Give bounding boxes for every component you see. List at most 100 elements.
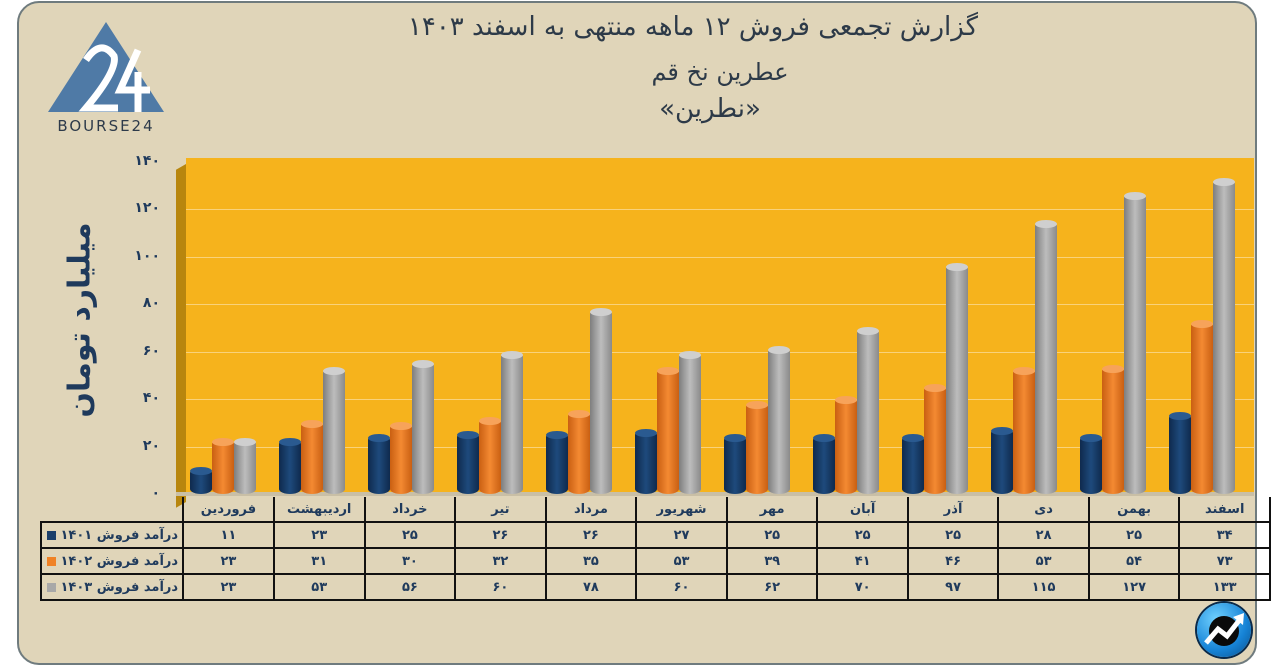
bar-1402 xyxy=(1102,364,1124,494)
month-header: خرداد xyxy=(363,497,457,523)
month-header: آذر xyxy=(906,497,1000,523)
data-table: اسفند بهمن دی آذر آبان مهر شهریور مرداد تیر خرداد… xyxy=(39,497,1271,601)
month-header: فروردین xyxy=(182,497,275,523)
table-cell: ۳۰ xyxy=(363,547,457,575)
bar-1403 xyxy=(501,350,523,494)
table-cell: ۲۶ xyxy=(454,521,547,549)
month-header: مرداد xyxy=(544,497,638,523)
table-cell: ۱۲۷ xyxy=(1087,573,1181,601)
legend-swatch xyxy=(47,556,57,566)
bar-group xyxy=(190,164,279,494)
table-corner xyxy=(41,497,183,522)
bar-1403 xyxy=(590,308,612,494)
gridline xyxy=(186,209,1254,211)
month-header: بهمن xyxy=(1087,497,1181,523)
table-cell: ۱۱۵ xyxy=(997,573,1090,601)
bar-1403 xyxy=(679,350,701,494)
gridline xyxy=(186,351,1254,353)
bar-1403 xyxy=(946,262,968,494)
table-cell: ۵۳ xyxy=(272,573,366,601)
table-cell: ۵۳ xyxy=(635,547,728,575)
bar-1401 xyxy=(635,428,657,494)
bar-1402 xyxy=(301,419,323,494)
bar-group xyxy=(457,164,546,494)
bar-1401 xyxy=(190,466,212,494)
plot-area xyxy=(176,158,1254,508)
bar-1402 xyxy=(390,421,412,494)
y-tick: ۸۰ xyxy=(142,295,160,312)
table-row: ۱۳۳ ۱۲۷ ۱۱۵ ۹۷ ۷۰ ۶۲ ۶۰ ۷۸ ۶۰ ۵۶ ۵۳ ۲۳ درآمد فروش ۱۴… xyxy=(39,573,1271,601)
gridline xyxy=(186,304,1254,306)
table-cell: ۵۶ xyxy=(363,573,457,601)
table-cell: ۹۷ xyxy=(906,573,1000,601)
chart-side-wall xyxy=(176,164,186,508)
bar-group xyxy=(724,164,813,494)
month-header: اسفند xyxy=(1178,497,1271,523)
title-line2: عطرین نخ قم xyxy=(651,58,789,86)
bar-1402 xyxy=(746,400,768,494)
bar-1401 xyxy=(813,433,835,494)
table-cell: ۵۳ xyxy=(997,547,1090,575)
bar-group xyxy=(1169,164,1258,494)
legend-swatch xyxy=(47,582,57,592)
table-cell: ۶۲ xyxy=(725,573,819,601)
gridline xyxy=(186,446,1254,448)
bar-1401 xyxy=(546,431,568,494)
table-cell: ۲۳ xyxy=(272,521,366,549)
bar-1401 xyxy=(279,438,301,494)
y-tick: ۱۲۰ xyxy=(134,200,160,217)
table-cell: ۲۳ xyxy=(182,547,275,575)
table-cell: ۲۳ xyxy=(182,573,275,601)
table-cell: ۳۹ xyxy=(725,547,819,575)
bar-1403 xyxy=(768,345,790,494)
table-cell: ۳۵ xyxy=(544,547,638,575)
y-axis-label: میلیارد تومان xyxy=(62,222,98,418)
bar-group xyxy=(902,164,991,494)
gridline xyxy=(186,256,1254,258)
table-cell: ۴۱ xyxy=(816,547,909,575)
table-cell: ۲۸ xyxy=(997,521,1090,549)
bar-1402 xyxy=(835,395,857,494)
legend-label: درآمد فروش ۱۴۰۱ xyxy=(39,521,185,549)
table-cell: ۶۰ xyxy=(635,573,728,601)
table-cell: ۷۳ xyxy=(1178,547,1271,575)
table-cell: ۴۶ xyxy=(906,547,1000,575)
y-tick: ۰ xyxy=(151,485,160,501)
month-header: اردیبهشت xyxy=(272,497,366,523)
bar-1403 xyxy=(1035,220,1057,494)
y-tick: ۱۰۰ xyxy=(134,247,160,264)
bar-1402 xyxy=(1013,367,1035,494)
bar-group xyxy=(813,164,902,494)
bar-group xyxy=(1080,164,1169,494)
bar-1401 xyxy=(724,433,746,494)
bar-1402 xyxy=(479,417,501,494)
bar-1403 xyxy=(412,360,434,494)
month-header: دی xyxy=(997,497,1090,523)
bar-1402 xyxy=(924,383,946,494)
month-header: مهر xyxy=(725,497,819,523)
bar-1402 xyxy=(1191,319,1213,494)
bar-group xyxy=(546,164,635,494)
bar-1403 xyxy=(323,367,345,494)
table-cell: ۲۵ xyxy=(906,521,1000,549)
logo-text: BOURSE24 xyxy=(57,117,155,135)
table-cell: ۳۴ xyxy=(1178,521,1271,549)
bar-1402 xyxy=(568,410,590,494)
bar-1403 xyxy=(234,438,256,494)
bourse24-logo xyxy=(48,22,164,112)
bar-1403 xyxy=(1124,191,1146,494)
bar-1401 xyxy=(991,426,1013,494)
legend-label: درآمد فروش ۱۴۰۳ xyxy=(39,573,185,601)
bar-1403 xyxy=(857,327,879,494)
month-header: آبان xyxy=(816,497,909,523)
legend-swatch xyxy=(47,530,57,540)
bar-1401 xyxy=(368,433,390,494)
table-cell: ۵۴ xyxy=(1087,547,1181,575)
bar-1401 xyxy=(1169,412,1191,494)
table-cell: ۲۵ xyxy=(816,521,909,549)
bar-1403 xyxy=(1213,177,1235,494)
bar-1402 xyxy=(212,438,234,494)
trend-up-icon xyxy=(1197,603,1251,657)
bar-1401 xyxy=(457,431,479,494)
y-tick: ۱۴۰ xyxy=(134,153,160,169)
